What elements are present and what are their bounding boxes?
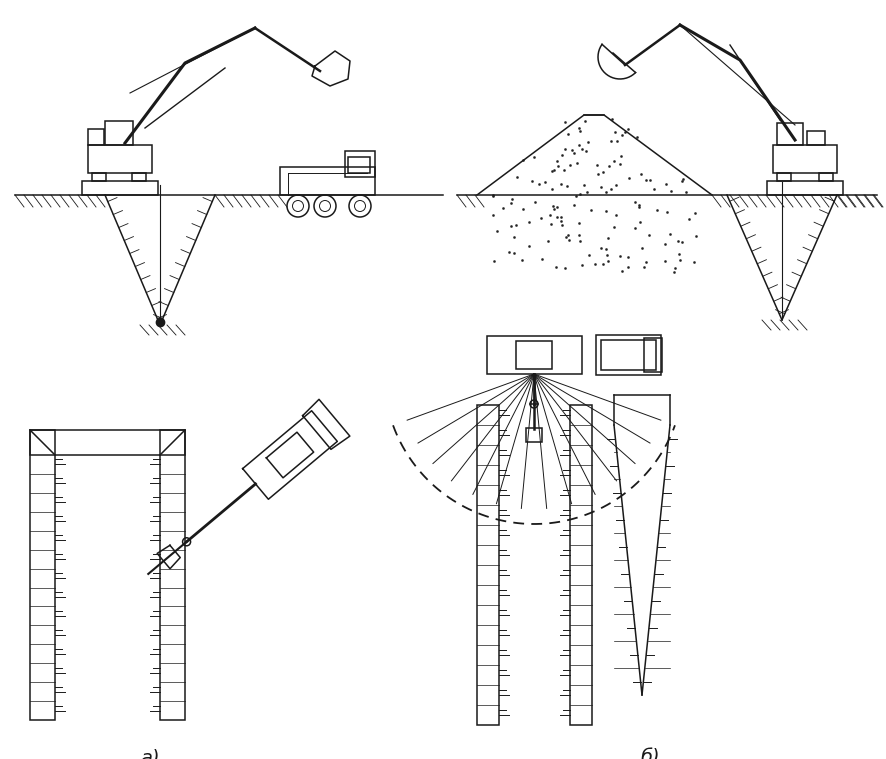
Bar [595, 335, 660, 375]
Bar [132, 173, 146, 181]
Bar [818, 173, 832, 181]
Bar [92, 173, 106, 181]
Bar [806, 131, 824, 145]
Text: б): б) [640, 748, 659, 759]
Circle shape [530, 400, 538, 408]
Bar [477, 405, 499, 725]
Bar [516, 341, 551, 369]
Bar [345, 151, 375, 177]
Bar [30, 430, 185, 455]
Bar [280, 167, 375, 195]
Bar [772, 145, 836, 173]
Bar [82, 181, 158, 195]
Bar [643, 338, 661, 372]
Bar [159, 430, 185, 720]
Bar [486, 336, 581, 374]
Bar [88, 145, 152, 173]
Bar [347, 157, 369, 173]
Bar [30, 430, 55, 720]
Bar [105, 121, 133, 145]
Bar [776, 173, 790, 181]
Bar [88, 129, 104, 145]
Bar [601, 340, 656, 370]
Bar [570, 405, 591, 725]
Bar [776, 123, 802, 145]
Bar [525, 428, 541, 442]
Bar [766, 181, 842, 195]
Text: а): а) [140, 748, 159, 759]
